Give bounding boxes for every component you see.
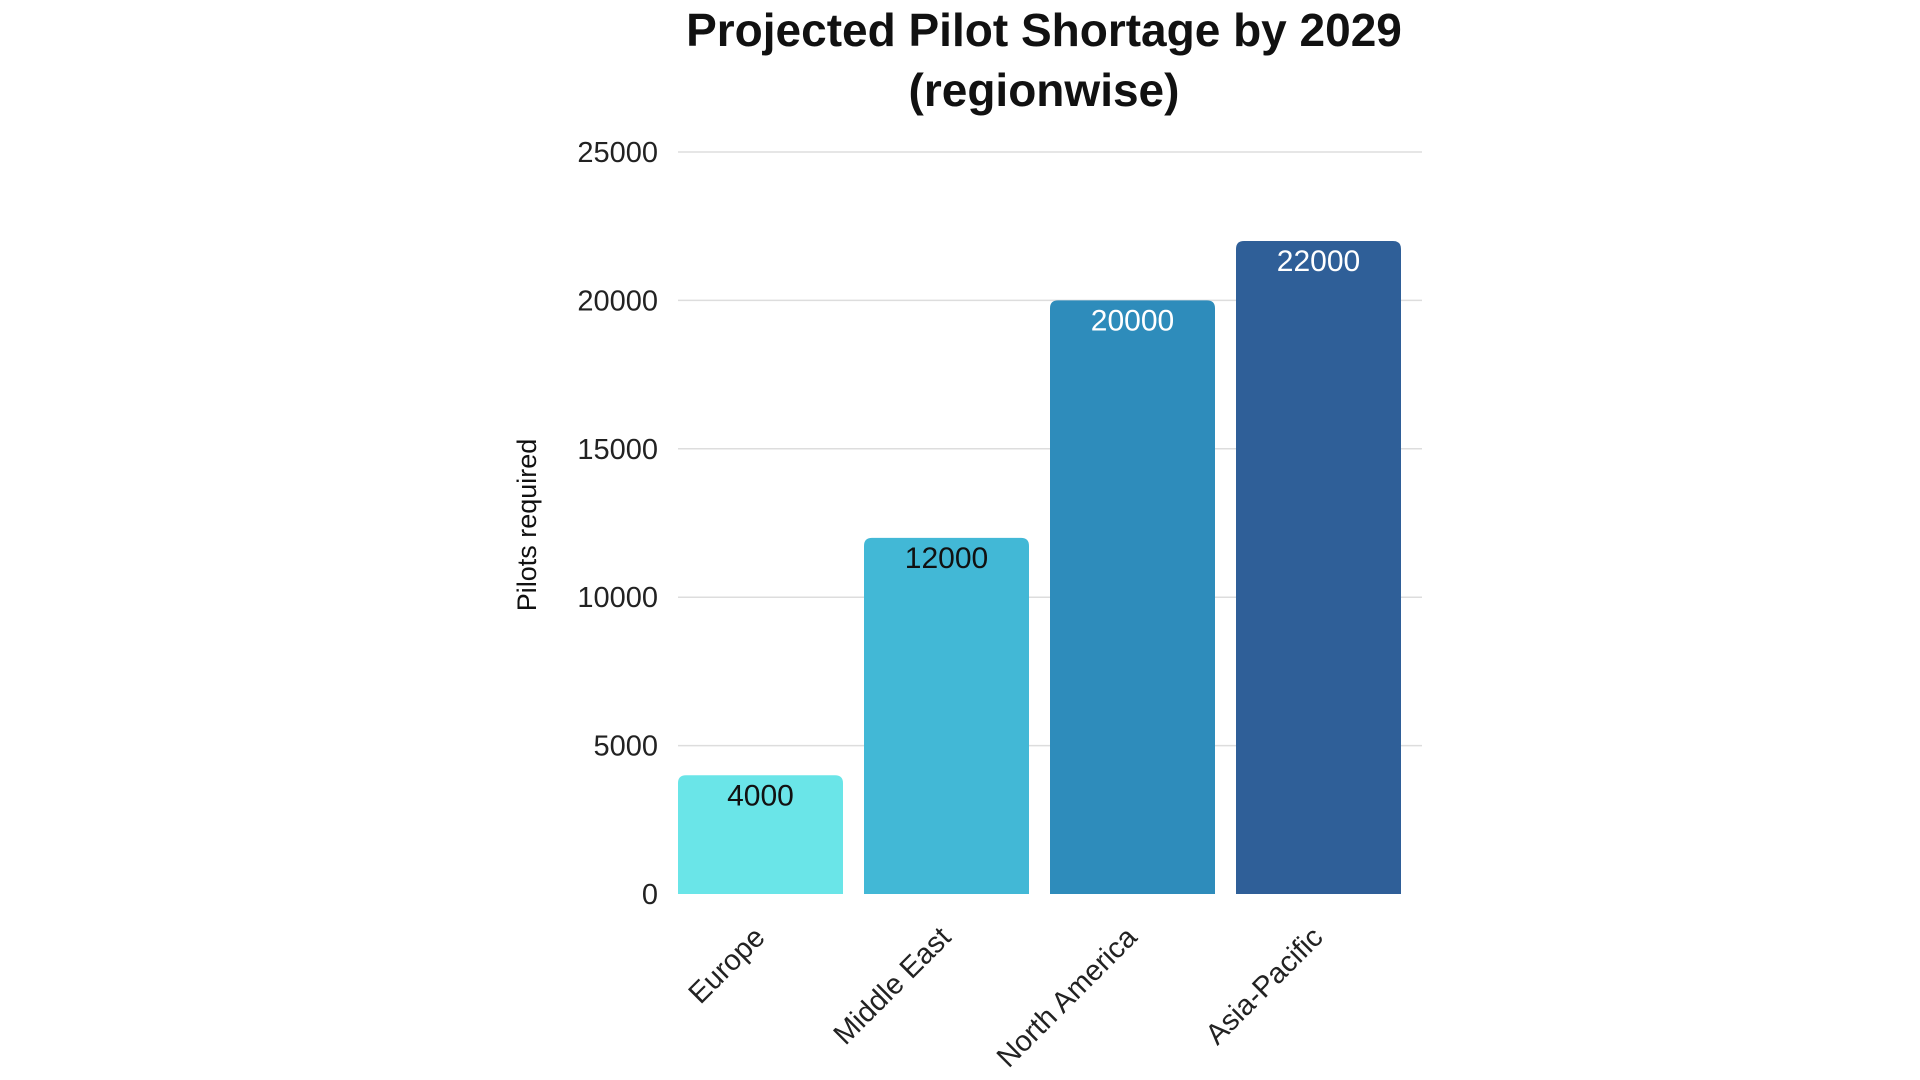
bar-middle-east (864, 537, 1029, 894)
x-axis-categories: Europe Middle East North America Asia-Pacif… (683, 921, 1330, 1074)
y-tick-label: 10000 (577, 582, 658, 614)
chart-title: Projected Pilot Shortage by 2029 (region… (0, 0, 1920, 120)
bar-asia-pacific (1236, 241, 1401, 895)
chart-title-line-2: (regionwise) (908, 64, 1180, 116)
data-label: 22000 (1277, 245, 1360, 278)
x-category-label: Europe (683, 921, 772, 1010)
y-tick-label: 0 (642, 879, 658, 911)
bar-north-america (1050, 300, 1215, 894)
y-tick-label: 15000 (577, 434, 658, 466)
data-label: 4000 (727, 779, 794, 812)
y-tick-label: 25000 (577, 137, 658, 169)
x-category-label: Asia-Pacific (1200, 921, 1330, 1051)
chart-title-line-1: Projected Pilot Shortage by 2029 (686, 4, 1402, 56)
bar-europe (678, 775, 843, 894)
data-labels: 4000 12000 20000 22000 (727, 245, 1360, 812)
y-tick-label: 20000 (577, 285, 658, 317)
y-axis-ticks: 0 5000 10000 15000 20000 25000 (577, 137, 658, 911)
x-category-label: Middle East (828, 921, 958, 1051)
y-axis-label: Pilots required (512, 439, 542, 612)
y-tick-label: 5000 (593, 731, 658, 763)
bars (678, 241, 1401, 895)
data-label: 20000 (1091, 304, 1174, 337)
x-category-label: North America (991, 921, 1144, 1074)
data-label: 12000 (905, 542, 988, 575)
